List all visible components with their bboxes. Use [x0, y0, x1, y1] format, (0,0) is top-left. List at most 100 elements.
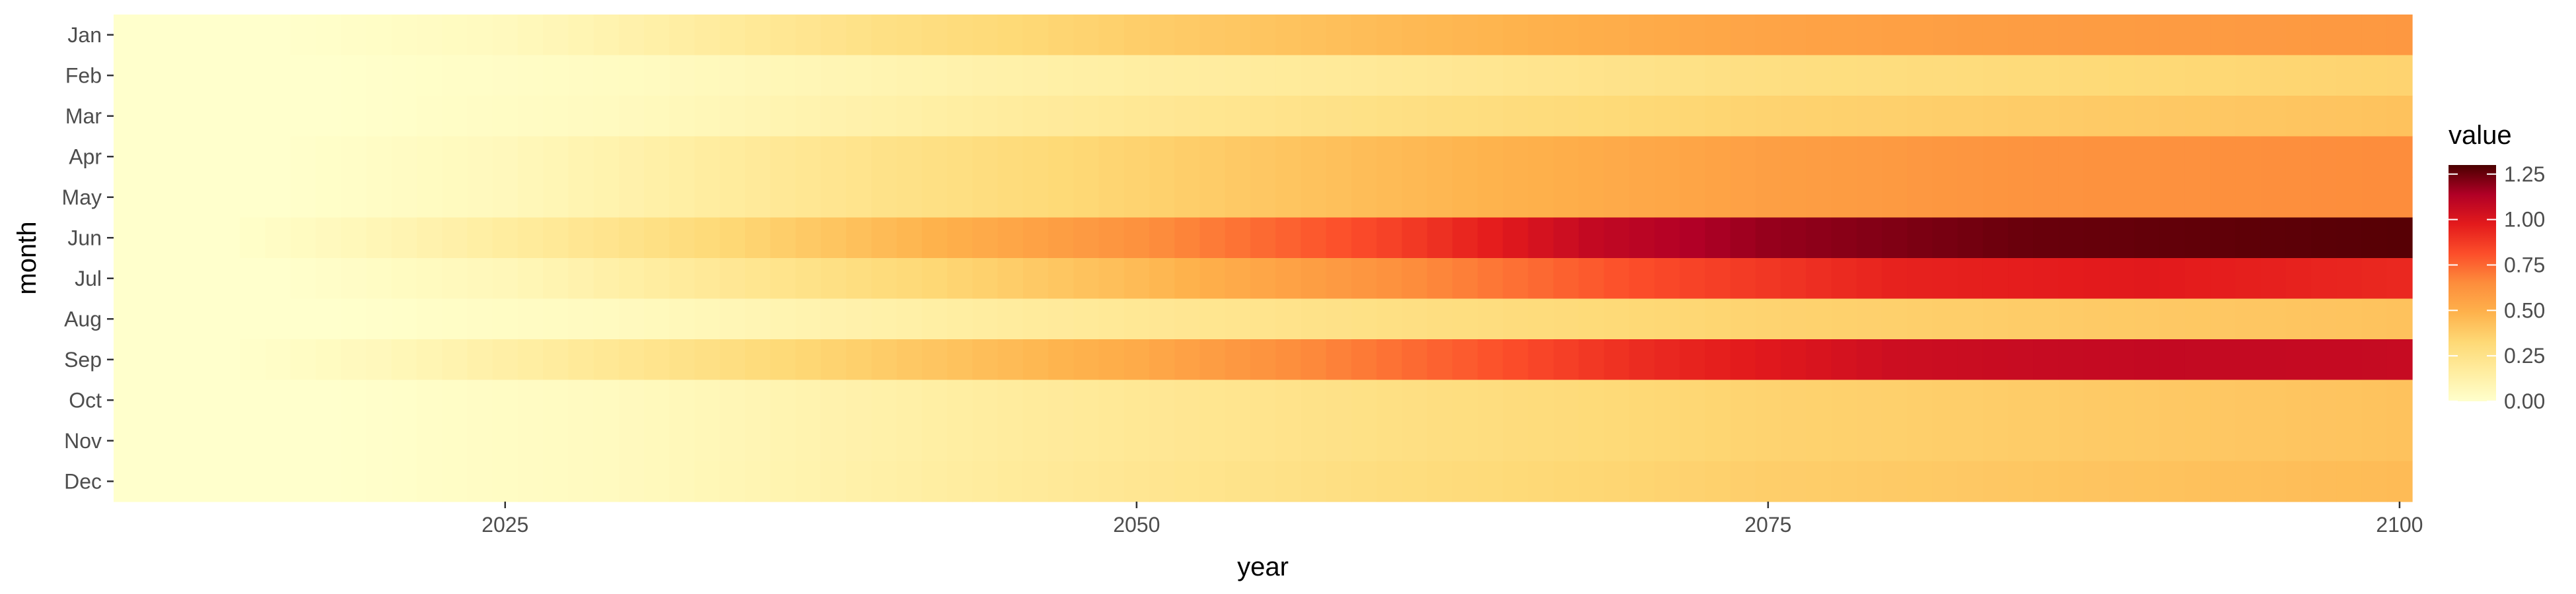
heatmap-tile: [871, 420, 898, 462]
heatmap-tile: [795, 55, 822, 96]
heatmap-tile: [442, 55, 468, 96]
heatmap-tile: [2058, 96, 2085, 137]
heatmap-tile: [2260, 420, 2287, 462]
heatmap-tile: [1755, 461, 1781, 502]
heatmap-tile: [1452, 258, 1478, 300]
heatmap-tile: [2083, 15, 2110, 56]
heatmap-tile: [2260, 380, 2287, 421]
heatmap-tile: [366, 339, 392, 381]
heatmap-tile: [593, 380, 620, 421]
heatmap-tile: [164, 136, 190, 178]
heatmap-tile: [719, 461, 746, 502]
heatmap-row-aug: [114, 298, 2413, 340]
heatmap-tile: [795, 15, 822, 56]
heatmap-tile: [1780, 136, 1807, 178]
heatmap-tile: [644, 258, 670, 300]
heatmap-tile: [568, 177, 594, 218]
heatmap-tile: [1048, 217, 1074, 259]
heatmap-tile: [240, 258, 266, 300]
heatmap-tile: [593, 177, 620, 218]
heatmap-tile: [1982, 380, 2009, 421]
heatmap-tile: [517, 298, 544, 340]
heatmap-tile: [2159, 217, 2186, 259]
heatmap-tile: [315, 177, 341, 218]
heatmap-tile: [795, 298, 822, 340]
heatmap-tile: [492, 177, 519, 218]
heatmap-tile: [543, 217, 569, 259]
heatmap-tile: [1149, 96, 1175, 137]
heatmap-tile: [139, 380, 165, 421]
heatmap-tile: [1528, 461, 1554, 502]
heatmap-tile: [770, 15, 797, 56]
heatmap-tile: [517, 136, 544, 178]
heatmap-tile: [1856, 55, 1882, 96]
heatmap-tile: [2336, 258, 2363, 300]
heatmap-tile: [2109, 258, 2135, 300]
heatmap-tile: [1275, 461, 1301, 502]
heatmap-tile: [240, 339, 266, 381]
heatmap-tile: [1629, 15, 1655, 56]
heatmap-tile: [1351, 339, 1377, 381]
heatmap-tile: [644, 461, 670, 502]
heatmap-tile: [1654, 461, 1680, 502]
heatmap-tile: [1301, 177, 1327, 218]
heatmap-tile: [1351, 136, 1377, 178]
heatmap-tile: [1604, 258, 1630, 300]
heatmap-tile: [871, 258, 898, 300]
heatmap-tile: [290, 339, 316, 381]
heatmap-tile: [947, 461, 973, 502]
heatmap-tile: [1073, 258, 1100, 300]
heatmap-tile: [568, 339, 594, 381]
heatmap-tile: [568, 136, 594, 178]
heatmap-tile: [1705, 15, 1731, 56]
heatmap-tile: [1528, 298, 1554, 340]
heatmap-tile: [644, 217, 670, 259]
heatmap-tile: [921, 258, 948, 300]
heatmap-tile: [2386, 258, 2413, 300]
heatmap-tile: [745, 258, 771, 300]
heatmap-tile: [1982, 177, 2009, 218]
heatmap-tile: [2184, 55, 2211, 96]
heatmap-tile: [2134, 258, 2161, 300]
heatmap-tile: [416, 177, 443, 218]
heatmap-tile: [1932, 298, 1958, 340]
heatmap-tile: [745, 461, 771, 502]
heatmap-tile: [1377, 420, 1402, 462]
heatmap-tile: [947, 136, 973, 178]
heatmap-tile: [214, 298, 240, 340]
heatmap-tile: [416, 461, 443, 502]
heatmap-tile: [240, 461, 266, 502]
heatmap-tile: [1957, 420, 1984, 462]
heatmap-tile: [391, 96, 417, 137]
heatmap-tile: [391, 298, 417, 340]
heatmap-tile: [265, 461, 291, 502]
heatmap-tile: [1932, 96, 1958, 137]
heatmap-tile: [669, 380, 696, 421]
heatmap-tile: [1957, 136, 1984, 178]
heatmap-tile: [1881, 298, 1908, 340]
heatmap-tile: [997, 298, 1024, 340]
heatmap-tile: [214, 339, 240, 381]
heatmap-tile: [391, 461, 417, 502]
heatmap-tile: [1982, 136, 2009, 178]
heatmap-tile: [2210, 298, 2236, 340]
heatmap-tile: [1199, 55, 1226, 96]
heatmap-tile: [2109, 339, 2135, 381]
heatmap-tile: [2033, 461, 2059, 502]
heatmap-tile: [2159, 15, 2186, 56]
heatmap-tile: [972, 55, 999, 96]
heatmap-tile: [1199, 339, 1226, 381]
heatmap-tile: [315, 420, 341, 462]
heatmap-tile: [1098, 380, 1125, 421]
heatmap-tile: [2260, 15, 2287, 56]
heatmap-tile: [1705, 339, 1731, 381]
heatmap-tile: [972, 461, 999, 502]
heatmap-tile: [1957, 96, 1984, 137]
heatmap-tile: [947, 258, 973, 300]
heatmap-tile: [1124, 15, 1150, 56]
heatmap-tile: [2083, 136, 2110, 178]
heatmap-tile: [2159, 461, 2186, 502]
heatmap-tile: [947, 339, 973, 381]
heatmap-tile: [1629, 96, 1655, 137]
heatmap-tile: [366, 298, 392, 340]
